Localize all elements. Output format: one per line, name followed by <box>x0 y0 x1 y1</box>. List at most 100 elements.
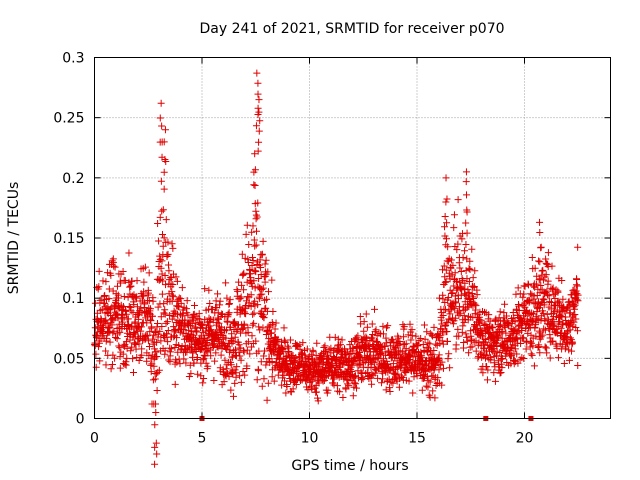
data-point <box>92 350 100 358</box>
data-point <box>454 240 462 248</box>
data-point <box>259 313 267 321</box>
data-point <box>180 355 188 363</box>
data-point <box>538 267 546 275</box>
data-point <box>127 307 135 315</box>
data-point <box>573 296 581 304</box>
data-point <box>155 237 163 245</box>
data-point <box>164 326 172 334</box>
data-point <box>480 320 488 328</box>
data-point <box>264 268 272 276</box>
data-point <box>474 354 482 362</box>
data-point <box>536 304 544 312</box>
data-point <box>554 288 562 296</box>
data-point <box>437 316 445 324</box>
data-point <box>194 370 202 378</box>
data-point <box>287 388 295 396</box>
data-point <box>249 321 257 329</box>
data-point <box>165 267 173 275</box>
data-point <box>236 352 244 360</box>
data-point <box>247 343 255 351</box>
data-point <box>325 346 333 354</box>
data-point <box>569 323 577 331</box>
data-point <box>236 295 244 303</box>
data-point <box>417 334 425 342</box>
data-point <box>397 372 405 380</box>
data-point <box>451 298 459 306</box>
data-point <box>184 311 192 319</box>
data-point <box>122 338 130 346</box>
data-point <box>324 386 332 394</box>
x-tick-label: 10 <box>301 431 319 447</box>
peak-point <box>157 99 165 107</box>
data-point <box>409 353 417 361</box>
data-point <box>246 350 254 358</box>
peak-cluster-point <box>251 200 259 208</box>
data-point <box>560 360 568 368</box>
peak-cluster-point <box>151 421 159 429</box>
data-point <box>451 305 459 313</box>
data-point <box>529 342 537 350</box>
data-point <box>272 319 280 327</box>
data-point <box>157 264 165 272</box>
data-point <box>542 255 550 263</box>
data-point <box>234 287 242 295</box>
data-point <box>554 323 562 331</box>
data-point <box>255 275 263 283</box>
data-point <box>554 297 562 305</box>
data-point <box>146 316 154 324</box>
data-point <box>185 326 193 334</box>
data-point <box>113 282 121 290</box>
data-point <box>111 354 119 362</box>
data-point <box>210 377 218 385</box>
data-point <box>113 335 121 343</box>
data-point <box>476 318 484 326</box>
data-point <box>187 370 195 378</box>
data-point <box>458 328 466 336</box>
data-point <box>524 329 532 337</box>
data-point <box>454 196 462 204</box>
data-point <box>255 323 263 331</box>
data-point <box>127 282 135 290</box>
data-point <box>151 345 159 353</box>
data-point <box>250 277 258 285</box>
data-point <box>492 315 500 323</box>
peak-cluster-point <box>443 219 451 227</box>
data-point <box>237 356 245 364</box>
data-point <box>185 373 193 381</box>
data-point <box>469 274 477 282</box>
data-point <box>462 330 470 338</box>
data-point <box>466 298 474 306</box>
data-point <box>154 303 162 311</box>
data-point <box>471 306 479 314</box>
data-point <box>157 177 165 185</box>
data-point <box>400 333 408 341</box>
data-point <box>262 304 270 312</box>
data-point <box>532 332 540 340</box>
data-point <box>356 313 364 321</box>
data-point <box>159 277 167 285</box>
peak-cluster-point <box>158 122 166 130</box>
data-point <box>572 315 580 323</box>
data-point <box>459 322 467 330</box>
data-point <box>223 369 231 377</box>
data-point <box>543 287 551 295</box>
data-point <box>430 323 438 331</box>
data-point <box>435 366 443 374</box>
data-point <box>549 337 557 345</box>
data-point <box>464 286 472 294</box>
data-point <box>267 329 275 337</box>
data-point <box>116 344 124 352</box>
data-point <box>101 291 109 299</box>
data-point <box>468 245 476 253</box>
data-point <box>133 303 141 311</box>
data-point <box>227 361 235 369</box>
data-point <box>463 333 471 341</box>
data-point <box>503 312 511 320</box>
data-point <box>535 327 543 335</box>
data-point <box>249 222 257 230</box>
data-point <box>537 282 545 290</box>
data-point <box>400 323 408 331</box>
data-point <box>431 394 439 402</box>
data-point <box>383 360 391 368</box>
y-tick-label: 0.2 <box>62 171 84 187</box>
